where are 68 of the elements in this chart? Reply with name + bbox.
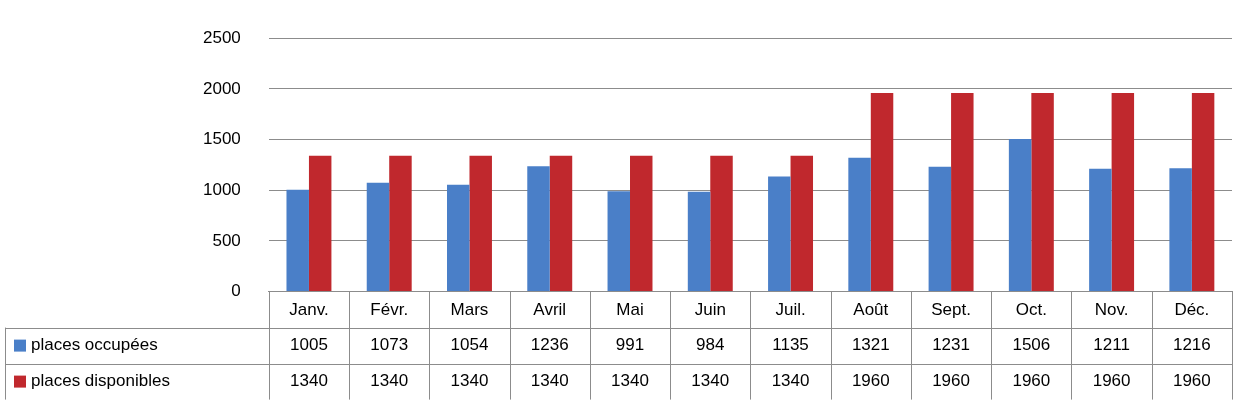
legend-label: places disponibles	[31, 371, 170, 391]
data-label: 1340	[450, 371, 489, 391]
bar	[308, 155, 332, 292]
x-tick-label: Sept.	[931, 300, 971, 320]
bar	[447, 184, 470, 292]
y-tick-label: 500	[212, 230, 241, 250]
data-label: 1211	[1093, 335, 1130, 355]
bar	[710, 155, 733, 292]
bar	[790, 155, 814, 292]
y-tick-label: 1500	[202, 129, 241, 149]
x-tick-label: Nov.	[1094, 300, 1129, 320]
data-label: 1960	[1012, 371, 1051, 391]
bar	[1031, 92, 1054, 292]
data-label: 1340	[290, 371, 328, 391]
data-label: 1005	[290, 335, 328, 355]
bar	[549, 155, 573, 292]
bar	[1089, 168, 1112, 292]
y-tick-label: 1000	[202, 179, 241, 199]
bar	[928, 166, 952, 292]
data-label: 1321	[851, 335, 890, 355]
data-label: 1054	[450, 335, 489, 355]
x-tick-label: Mai	[616, 300, 644, 320]
bar	[389, 155, 412, 292]
data-label: 1231	[932, 335, 970, 355]
y-tick-label: 2000	[202, 78, 241, 98]
data-label: 1073	[370, 335, 409, 355]
data-label: 984	[696, 335, 725, 355]
bar	[469, 155, 492, 292]
y-tick-label: 0	[231, 281, 241, 301]
bar	[286, 189, 309, 292]
y-tick-label: 2500	[202, 27, 241, 47]
data-label: 1340	[691, 371, 730, 391]
data-label: 1960	[1092, 371, 1131, 391]
bar	[768, 176, 791, 292]
bar	[687, 191, 711, 292]
bar	[848, 157, 871, 292]
x-tick-label: Oct.	[1015, 300, 1047, 320]
bar	[1169, 168, 1192, 292]
data-label: 1236	[530, 335, 569, 355]
bar	[951, 92, 974, 292]
legend-label: places occupées	[31, 335, 158, 355]
data-label: 1340	[771, 371, 810, 391]
x-tick-label: Déc.	[1174, 300, 1210, 320]
x-tick-label: Juin	[694, 300, 726, 320]
bar	[366, 182, 390, 292]
bar	[1111, 92, 1135, 292]
data-label: 1135	[772, 335, 809, 355]
bar	[870, 92, 894, 292]
x-tick-label: Févr.	[370, 300, 409, 320]
bar	[527, 166, 550, 292]
x-tick-label: Juil.	[775, 300, 806, 320]
data-label: 1216	[1172, 335, 1211, 355]
bar	[1008, 138, 1032, 292]
data-label: 991	[615, 335, 645, 355]
x-tick-label: Janv.	[289, 300, 329, 320]
data-label: 1340	[530, 371, 569, 391]
x-tick-label: Mars	[450, 300, 489, 320]
x-tick-label: Août	[853, 300, 889, 320]
data-label: 1340	[370, 371, 409, 391]
bar	[1191, 92, 1215, 292]
data-label: 1506	[1012, 335, 1051, 355]
x-tick-label: Avril	[533, 300, 567, 320]
bar	[607, 191, 631, 292]
data-label: 1960	[851, 371, 890, 391]
data-label: 1960	[1172, 371, 1211, 391]
data-label: 1960	[932, 371, 970, 391]
bar	[630, 155, 653, 292]
data-label: 1340	[611, 371, 649, 391]
